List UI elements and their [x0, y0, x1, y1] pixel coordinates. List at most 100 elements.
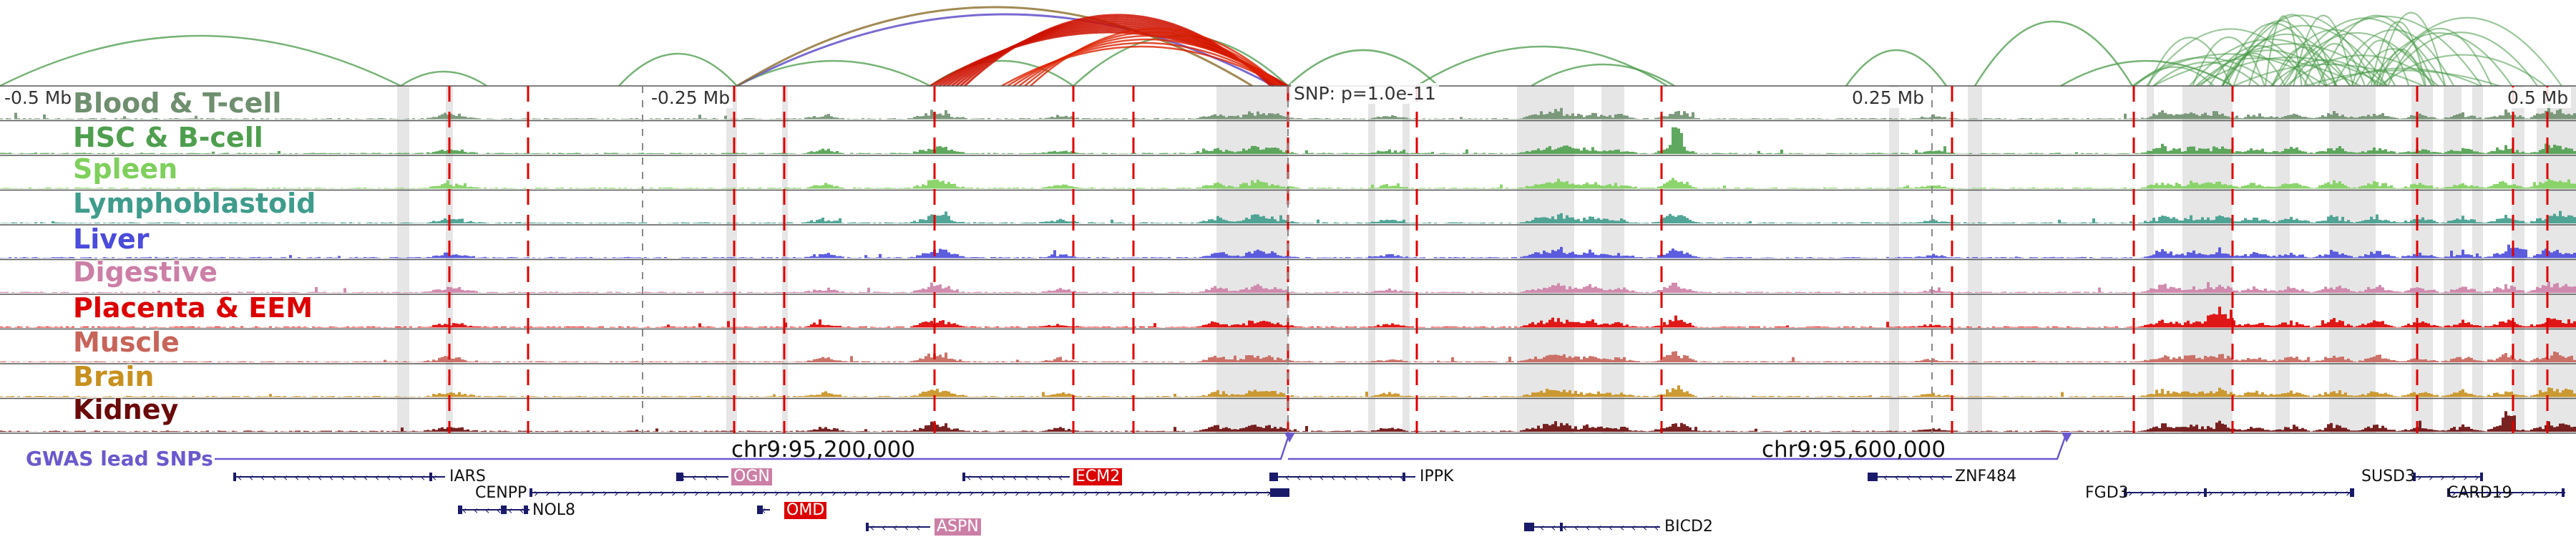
track-title-spleen: Spleen: [73, 153, 178, 185]
strand-arrow: ›: [2300, 486, 2304, 500]
interaction-arc: [1845, 49, 1948, 87]
strand-arrow: ‹: [1024, 470, 1028, 484]
strand-arrow: ‹: [283, 470, 288, 484]
strand-arrow: ›: [2197, 486, 2201, 500]
strand-arrow: ‹: [870, 521, 874, 534]
strand-arrow: ›: [980, 486, 985, 500]
strand-arrow: ›: [992, 486, 996, 500]
gene-label-znf484[interactable]: ZNF484: [1955, 468, 2017, 485]
strand-arrow: ›: [614, 486, 618, 500]
axis-label-mid-left: -0.25 Mb: [648, 87, 733, 108]
strand-arrow: ‹: [1388, 470, 1392, 484]
strand-arrow: ›: [2254, 486, 2258, 500]
strand-arrow: ›: [889, 486, 893, 500]
strand-arrow: ‹: [1929, 470, 1933, 484]
gene-label-ecm2[interactable]: ECM2: [1073, 468, 1123, 485]
strand-arrow: ‹: [1918, 470, 1922, 484]
signal-track: [0, 385, 2576, 397]
gwas-snp-marker: [1284, 432, 1295, 442]
interaction-arc-layer: [0, 6, 2562, 87]
strand-arrow: ›: [751, 486, 756, 500]
strand-arrow: ›: [683, 486, 687, 500]
axis-label-snp: SNP: p=1.0e-11: [1291, 83, 1439, 104]
strand-arrow: ›: [2429, 470, 2433, 484]
gene-label-fgd3[interactable]: FGD3: [2085, 484, 2129, 502]
strand-arrow: ›: [786, 486, 790, 500]
coordinate-label-2: chr9:95,600,000: [1762, 437, 1946, 463]
strand-arrow: ›: [946, 486, 950, 500]
gene-label-ippk[interactable]: IPPK: [1420, 468, 1454, 485]
strand-arrow: ‹: [329, 470, 333, 484]
interaction-arc: [400, 70, 487, 87]
strand-arrow: ›: [1152, 486, 1156, 500]
strand-arrow: ›: [2451, 486, 2456, 500]
strand-arrow: ‹: [916, 521, 920, 534]
strand-arrow: ‹: [1319, 470, 1324, 484]
gene-label-cenpp[interactable]: CENPP: [475, 484, 527, 502]
gene-exon: [2413, 473, 2416, 481]
strand-arrow: ›: [740, 486, 744, 500]
strand-arrow: ›: [1163, 486, 1168, 500]
gene-label-iars[interactable]: IARS: [449, 468, 486, 485]
strand-arrow: ‹: [306, 470, 311, 484]
strand-arrow: ›: [2555, 486, 2559, 500]
strand-arrow: ‹: [1354, 470, 1358, 484]
signal-track: [0, 178, 2576, 189]
gene-label-aspn[interactable]: ASPN: [935, 518, 981, 536]
gene-exon: [524, 505, 528, 514]
axis-label-mid-right: 0.25 Mb: [1849, 87, 1928, 108]
interaction-arc: [2387, 27, 2493, 87]
strand-arrow: ›: [957, 486, 962, 500]
interaction-arc: [2200, 49, 2338, 87]
strand-arrow: ›: [1267, 486, 1271, 500]
strand-arrow: ‹: [485, 503, 489, 517]
gene-label-card19[interactable]: CARD19: [2447, 484, 2512, 502]
interaction-arc: [2233, 63, 2424, 87]
strand-arrow: ›: [637, 486, 641, 500]
strand-arrow: ‹: [519, 503, 524, 517]
strand-arrow: ›: [2463, 486, 2467, 500]
gene-exon: [676, 473, 683, 481]
interaction-arc: [2372, 16, 2562, 87]
strand-arrow: ‹: [1001, 470, 1005, 484]
interaction-arc: [2264, 15, 2303, 87]
strand-arrow: ›: [2474, 486, 2479, 500]
strand-arrow: ‹: [1058, 470, 1063, 484]
strand-arrow: ›: [809, 486, 813, 500]
gene-exon: [962, 473, 965, 481]
strand-arrow: ›: [1141, 486, 1145, 500]
strand-arrow: ‹: [1643, 521, 1647, 534]
strand-arrow: ›: [2474, 470, 2479, 484]
gene-label-ogn[interactable]: OGN: [731, 468, 772, 485]
strand-arrow: ‹: [474, 503, 478, 517]
gene-label-omd[interactable]: OMD: [784, 502, 827, 519]
strand-arrow: ›: [706, 486, 710, 500]
interaction-arc: [0, 34, 401, 87]
strand-arrow: ‹: [978, 470, 982, 484]
strand-arrow: ›: [1015, 486, 1019, 500]
strand-arrow: ‹: [703, 470, 708, 484]
strand-arrow: ‹: [1597, 521, 1601, 534]
strand-arrow: ›: [2265, 486, 2270, 500]
strand-arrow: ‹: [1331, 470, 1335, 484]
strand-arrow: ›: [1186, 486, 1191, 500]
strand-arrow: ›: [2463, 470, 2467, 484]
strand-arrow: ›: [2288, 486, 2293, 500]
strand-arrow: ‹: [341, 470, 345, 484]
interaction-arc: [618, 52, 738, 87]
gene-label-nol8[interactable]: NOL8: [532, 501, 576, 519]
gwas-track-label: GWAS lead SNPs: [26, 447, 213, 470]
enhancer-marker-layer: [448, 86, 2549, 433]
strand-arrow: ‹: [409, 470, 414, 484]
gene-label-susd3[interactable]: SUSD3: [2361, 468, 2415, 485]
strand-arrow: ›: [843, 486, 847, 500]
gene-exon: [233, 473, 236, 481]
gene-label-bicd2[interactable]: BICD2: [1664, 518, 1713, 536]
strand-arrow: ›: [2334, 486, 2338, 500]
strand-arrow: ‹: [398, 470, 402, 484]
strand-arrow: ‹: [508, 503, 512, 517]
interaction-arc: [1030, 27, 1282, 87]
strand-arrow: ›: [831, 486, 836, 500]
strand-arrow: ›: [2417, 470, 2421, 484]
strand-arrow: ‹: [1563, 521, 1567, 534]
